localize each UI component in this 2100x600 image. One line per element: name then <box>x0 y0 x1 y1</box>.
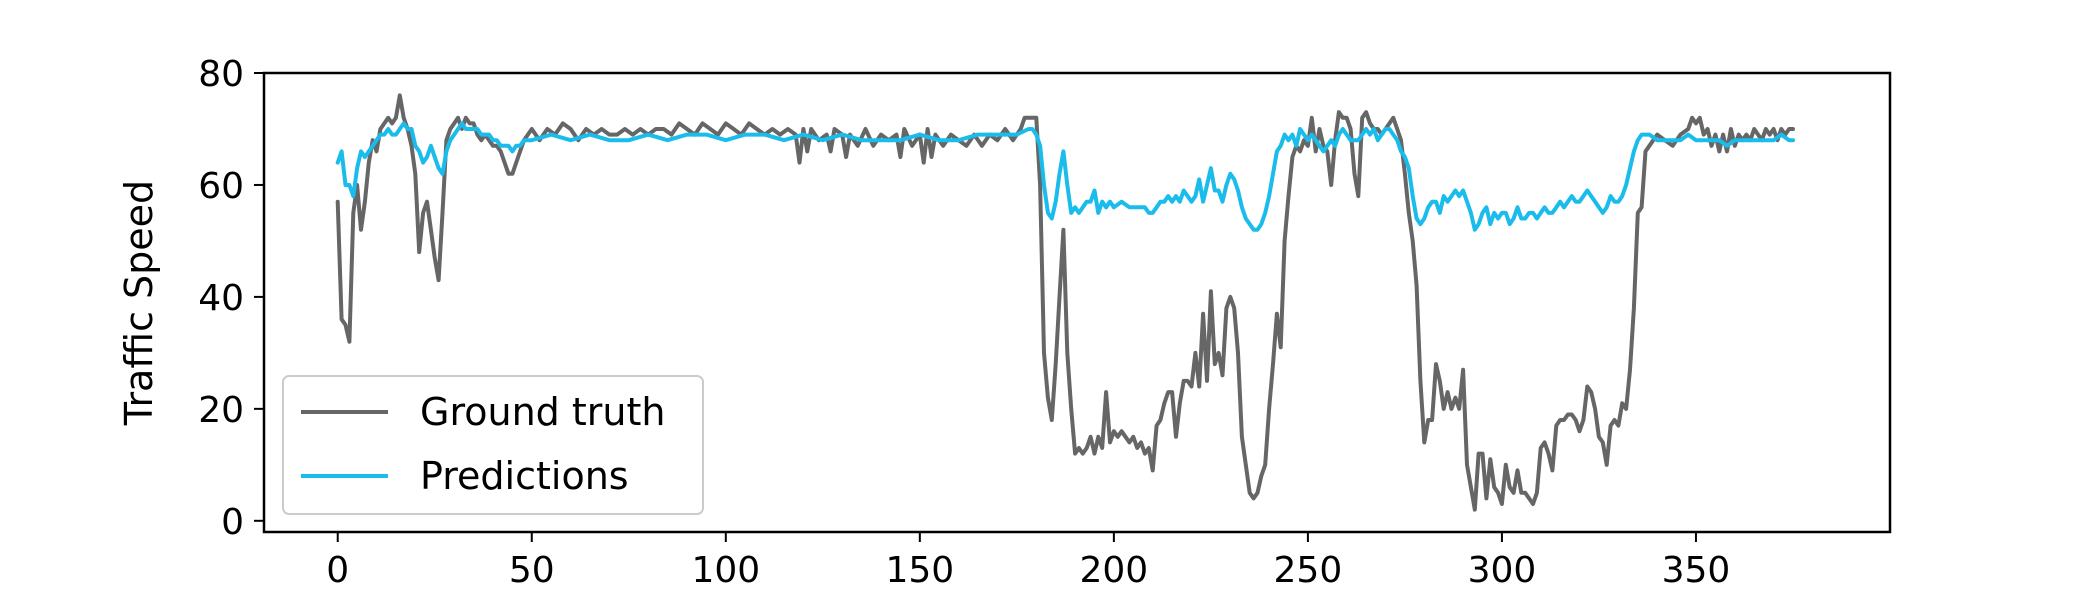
x-tick-label: 300 <box>1468 550 1537 591</box>
y-axis-title: Traffic Speed <box>117 180 161 426</box>
x-tick-label: 50 <box>509 550 555 591</box>
y-tick-label: 60 <box>198 166 244 207</box>
y-tick-label: 40 <box>198 278 244 319</box>
series-line-predictions <box>335 121 1795 232</box>
y-tick-label: 0 <box>221 502 244 543</box>
x-tick-label: 150 <box>885 550 954 591</box>
series-line-ground-truth <box>335 93 1795 512</box>
y-tick-label: 20 <box>198 390 244 431</box>
x-tick-label: 250 <box>1274 550 1343 591</box>
x-tick-label: 350 <box>1662 550 1731 591</box>
x-tick-label: 200 <box>1080 550 1149 591</box>
plot-frame <box>262 71 1892 534</box>
y-tick-label: 80 <box>198 54 244 95</box>
legend-label-ground-truth: Ground truth <box>420 390 665 434</box>
x-tick-label: 0 <box>326 550 349 591</box>
x-tick-label: 100 <box>691 550 760 591</box>
legend-label-predictions: Predictions <box>420 454 629 498</box>
